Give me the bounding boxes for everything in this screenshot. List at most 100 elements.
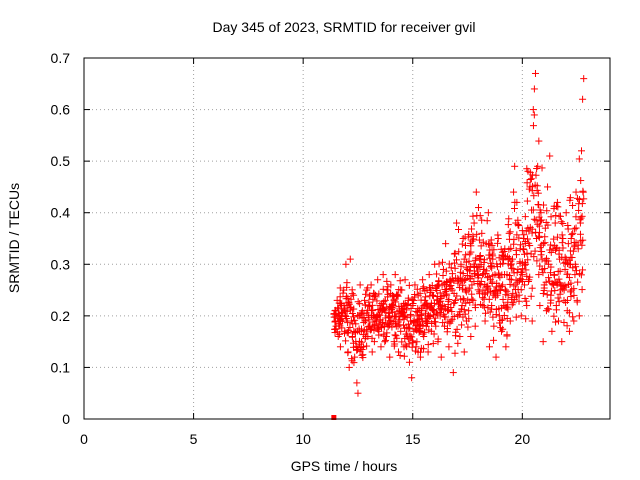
data-point xyxy=(459,270,467,278)
data-point xyxy=(535,233,543,241)
data-point xyxy=(403,306,411,314)
data-point xyxy=(577,177,585,185)
data-point xyxy=(543,207,551,215)
data-point xyxy=(405,340,413,348)
data-point xyxy=(530,85,538,93)
data-point xyxy=(361,296,369,304)
data-point xyxy=(577,214,585,222)
data-point xyxy=(536,262,544,270)
data-point xyxy=(397,327,405,335)
data-point xyxy=(477,300,485,308)
data-point xyxy=(439,319,447,327)
data-point xyxy=(386,317,394,325)
data-point xyxy=(338,324,346,332)
data-point xyxy=(490,322,498,330)
data-point xyxy=(485,343,493,351)
data-point xyxy=(494,231,502,239)
data-point xyxy=(460,306,468,314)
data-point xyxy=(505,215,513,223)
data-point xyxy=(347,295,355,303)
x-tick-label: 20 xyxy=(515,431,531,447)
data-point xyxy=(498,251,506,259)
data-point xyxy=(476,290,484,298)
data-point xyxy=(371,293,379,301)
data-point xyxy=(336,284,344,292)
data-point xyxy=(383,286,391,294)
data-point xyxy=(547,213,555,221)
data-point xyxy=(419,330,427,338)
data-point xyxy=(578,241,586,249)
data-point xyxy=(569,264,577,272)
data-point xyxy=(451,264,459,272)
data-point xyxy=(579,95,587,103)
data-point xyxy=(374,325,382,333)
data-point xyxy=(362,332,370,340)
data-point xyxy=(505,229,513,237)
data-point xyxy=(477,242,485,250)
data-points xyxy=(330,69,588,420)
data-point xyxy=(445,343,453,351)
data-point xyxy=(566,194,574,202)
data-point xyxy=(383,329,391,337)
data-point xyxy=(512,291,520,299)
data-point xyxy=(386,313,394,321)
data-point xyxy=(408,333,416,341)
data-point xyxy=(466,284,474,292)
data-point xyxy=(464,286,472,294)
data-point xyxy=(342,260,350,268)
data-point xyxy=(548,327,556,335)
y-tick-label: 0.3 xyxy=(51,256,71,272)
data-point xyxy=(452,332,460,340)
data-point xyxy=(529,122,537,130)
data-point xyxy=(467,332,475,340)
data-point xyxy=(529,106,537,114)
data-point xyxy=(539,269,547,277)
data-point xyxy=(483,274,491,282)
data-point xyxy=(450,250,458,258)
data-point xyxy=(375,290,383,298)
data-point xyxy=(374,276,382,284)
data-point xyxy=(354,389,362,397)
data-point xyxy=(481,317,489,325)
data-point xyxy=(531,69,539,77)
data-point xyxy=(562,255,570,263)
data-point xyxy=(391,331,399,339)
data-point xyxy=(565,309,573,317)
data-point xyxy=(561,265,569,273)
data-point xyxy=(379,318,387,326)
data-point xyxy=(552,318,560,326)
data-point xyxy=(578,286,586,294)
data-point xyxy=(379,271,387,279)
data-point xyxy=(535,137,543,145)
data-point xyxy=(523,179,531,187)
data-point xyxy=(567,293,575,301)
data-point xyxy=(481,309,489,317)
data-point xyxy=(572,188,580,196)
data-point xyxy=(446,319,454,327)
data-point xyxy=(408,343,416,351)
data-point xyxy=(563,296,571,304)
data-point xyxy=(420,345,428,353)
data-point xyxy=(416,289,424,297)
data-point xyxy=(343,307,351,315)
data-point xyxy=(575,155,583,163)
data-point xyxy=(389,304,397,312)
data-point xyxy=(379,285,387,293)
data-point xyxy=(386,353,394,361)
data-point xyxy=(517,241,525,249)
data-point xyxy=(487,259,495,267)
data-point xyxy=(395,348,403,356)
data-point xyxy=(499,325,507,333)
data-point xyxy=(469,235,477,243)
data-point xyxy=(344,349,352,357)
data-point xyxy=(404,294,412,302)
data-point xyxy=(487,236,495,244)
data-point xyxy=(509,299,517,307)
data-point xyxy=(530,111,538,119)
data-point xyxy=(336,330,344,338)
data-point xyxy=(453,325,461,333)
data-point xyxy=(576,230,584,238)
data-point xyxy=(563,322,571,330)
data-point xyxy=(394,322,402,330)
data-point xyxy=(346,255,354,263)
